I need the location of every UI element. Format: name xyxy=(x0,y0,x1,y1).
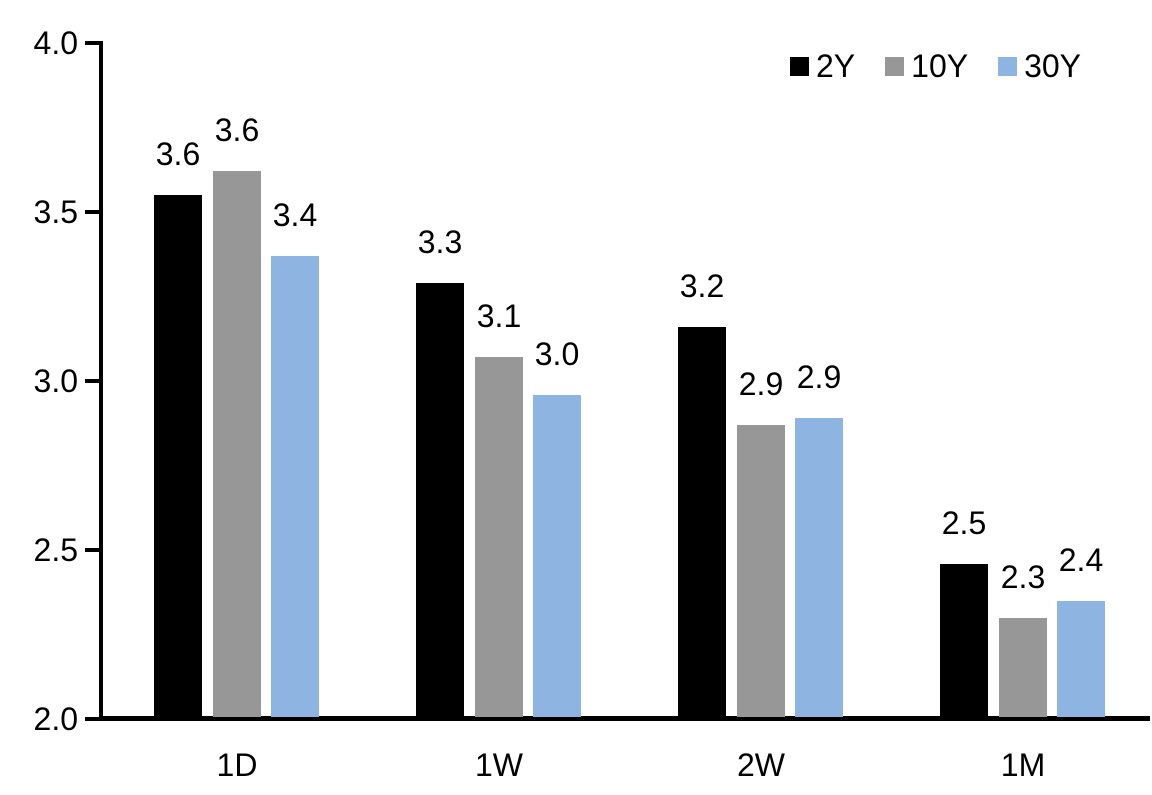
bar-value-label-1w-30y: 3.0 xyxy=(534,336,580,372)
legend-label-2y: 2Y xyxy=(816,48,856,84)
bar-2w-10y xyxy=(737,425,785,717)
legend-label-10y: 10Y xyxy=(911,48,969,84)
x-category-label-1w: 1W xyxy=(475,747,523,783)
y-tick-label-3-5: 3.5 xyxy=(33,194,78,230)
y-tick-label-2-5: 2.5 xyxy=(33,532,78,568)
y-axis-line xyxy=(99,41,103,721)
bar-value-label-2w-2y: 3.2 xyxy=(679,268,725,304)
legend-swatch-30y xyxy=(998,56,1018,76)
legend-swatch-10y xyxy=(885,56,905,76)
x-category-label-1m: 1M xyxy=(1000,747,1046,783)
y-tick-3-5 xyxy=(85,210,101,214)
y-tick-label-2-0: 2.0 xyxy=(33,701,78,737)
bar-value-label-1d-30y: 3.4 xyxy=(272,197,318,233)
y-tick-label-3-0: 3.0 xyxy=(33,363,78,399)
bar-1m-30y xyxy=(1057,601,1105,717)
bar-1m-10y xyxy=(999,618,1047,717)
legend-item-2y: 2Y xyxy=(790,47,855,85)
bar-1w-30y xyxy=(533,395,581,717)
bar-1d-10y xyxy=(213,171,261,717)
y-tick-4-0 xyxy=(85,41,101,45)
bar-1w-10y xyxy=(475,357,523,717)
bar-value-label-1d-2y: 3.6 xyxy=(155,136,201,172)
legend-swatch-2y xyxy=(790,56,809,76)
x-axis-line xyxy=(99,716,1150,721)
bar-1w-2y xyxy=(416,283,464,717)
bar-value-label-1m-30y: 2.4 xyxy=(1058,542,1104,578)
legend: 2Y 10Y 30Y xyxy=(790,47,1081,85)
y-tick-label-4-0: 4.0 xyxy=(33,25,78,61)
y-tick-2-0 xyxy=(85,717,101,721)
y-tick-2-5 xyxy=(85,548,101,552)
bar-value-label-2w-30y: 2.9 xyxy=(796,359,842,395)
bar-2w-2y xyxy=(678,327,726,717)
x-category-label-1d: 1D xyxy=(216,747,258,783)
bar-value-label-1m-10y: 2.3 xyxy=(1000,559,1046,595)
bar-value-label-1w-2y: 3.3 xyxy=(417,224,463,260)
legend-label-30y: 30Y xyxy=(1024,48,1082,84)
bar-value-label-2w-10y: 2.9 xyxy=(738,366,784,402)
x-category-label-2w: 2W xyxy=(737,747,785,783)
legend-item-30y: 30Y xyxy=(998,47,1081,85)
bar-1d-30y xyxy=(271,256,319,717)
bar-1m-2y xyxy=(940,564,988,717)
y-tick-3-0 xyxy=(85,379,101,383)
bar-2w-30y xyxy=(795,418,843,717)
bar-value-label-1m-2y: 2.5 xyxy=(941,505,987,541)
legend-item-10y: 10Y xyxy=(885,47,968,85)
bar-value-label-1d-10y: 3.6 xyxy=(214,112,260,148)
bar-value-label-1w-10y: 3.1 xyxy=(476,298,522,334)
bar-1d-2y xyxy=(154,195,202,717)
